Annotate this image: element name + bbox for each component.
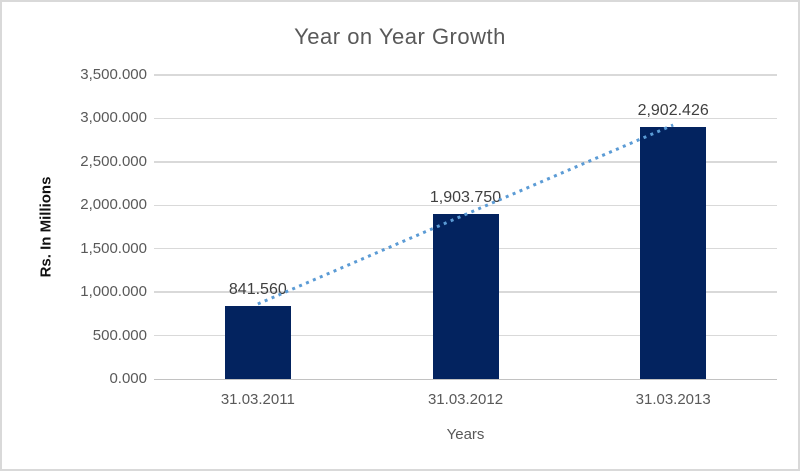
y-tick-label: 500.000: [92, 326, 147, 344]
gridline: [154, 204, 777, 207]
bar-data-label: 2,902.426: [637, 101, 709, 119]
gridline: [154, 117, 777, 120]
bar-data-label: 841.560: [228, 280, 287, 298]
plot-area: 841.560 1,903.750 2,902.426: [154, 74, 777, 380]
y-tick-label: 3,500.000: [80, 66, 147, 83]
x-category-label: 31.03.2013: [635, 391, 711, 408]
bar-31.03.2013: [640, 126, 707, 379]
y-tick-label: 3,000.000: [80, 109, 147, 127]
gridline: [154, 74, 777, 76]
y-tick-label: 1,500.000: [80, 239, 147, 257]
x-axis-category-labels: 31.03.2011 31.03.2012 31.03.2013: [154, 391, 777, 408]
bar-data-label: 1,903.750: [429, 188, 502, 206]
x-category-label: 31.03.2011: [220, 391, 295, 408]
trendline-layer: [257, 123, 674, 306]
x-category-label: 31.03.2012: [427, 391, 504, 408]
gridline: [154, 161, 777, 163]
bar-31.03.2011: [224, 305, 291, 379]
y-axis-title: Rs. In Millions: [37, 176, 55, 278]
chart-title: Year on Year Growth: [294, 24, 506, 49]
y-tick-label: 2,000.000: [80, 196, 147, 214]
y-tick-label: 1,000.000: [80, 283, 147, 301]
y-tick-label: 2,500.000: [80, 152, 147, 170]
x-axis-line: [154, 378, 777, 380]
linear-trendline: [257, 123, 674, 306]
bar-31.03.2012: [432, 213, 499, 379]
x-axis-title: Years: [446, 426, 485, 443]
y-tick-label: 0.000: [109, 370, 147, 387]
